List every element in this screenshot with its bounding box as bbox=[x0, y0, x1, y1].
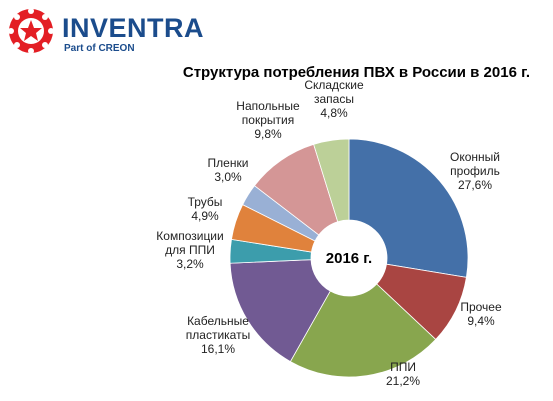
slice-value-label: 9,8% bbox=[254, 127, 282, 141]
slice-label: Напольные покрытия 9,8% bbox=[236, 99, 300, 141]
inventra-gear-icon bbox=[8, 8, 54, 54]
pie-slice bbox=[348, 138, 469, 278]
slice-label: Трубы 4,9% bbox=[188, 195, 223, 223]
pie-slice bbox=[313, 138, 350, 223]
slice-value-label: 16,1% bbox=[201, 342, 235, 356]
pie-slice bbox=[289, 283, 437, 378]
slice-name-label: Прочее bbox=[460, 300, 502, 314]
slice-label: Пленки 3,0% bbox=[208, 156, 249, 184]
brand-subtitle: Part of CREON bbox=[64, 43, 135, 54]
slice-name-label: ППИ bbox=[390, 360, 416, 374]
slice-name-label: пластикаты bbox=[186, 328, 250, 342]
slice-name-label: Кабельные bbox=[187, 314, 249, 328]
slice-label: Композиции для ППИ 3,2% bbox=[156, 229, 223, 271]
slice-label: ППИ 21,2% bbox=[386, 360, 420, 388]
slice-name-label: для ППИ bbox=[165, 243, 215, 257]
slice-name-label: Оконный bbox=[450, 150, 500, 164]
slice-label: Оконный профиль 27,6% bbox=[450, 150, 500, 192]
slice-name-label: Напольные bbox=[236, 99, 300, 113]
pie-slice bbox=[229, 259, 331, 363]
slice-value-label: 4,8% bbox=[320, 106, 348, 120]
slice-name-label: Пленки bbox=[208, 156, 249, 170]
inventra-logo: INVENTRA Part of CREON bbox=[6, 6, 206, 56]
chart-title: Структура потребления ПВХ в России в 201… bbox=[182, 64, 530, 81]
slice-value-label: 4,9% bbox=[191, 209, 219, 223]
slice-value-label: 3,2% bbox=[176, 257, 204, 271]
slice-name-label: Композиции bbox=[156, 229, 223, 243]
slice-name-label: покрытия bbox=[242, 113, 294, 127]
slice-name-label: профиль bbox=[450, 164, 500, 178]
slice-value-label: 9,4% bbox=[467, 314, 495, 328]
slice-value-label: 3,0% bbox=[214, 170, 242, 184]
slice-label: Складские запасы 4,8% bbox=[304, 78, 364, 120]
center-label: 2016 г. bbox=[326, 250, 372, 267]
slice-value-label: 21,2% bbox=[386, 374, 420, 388]
slice-label: Кабельные пластикаты 16,1% bbox=[186, 314, 250, 356]
slice-name-label: запасы bbox=[314, 92, 354, 106]
slice-name-label: Складские bbox=[304, 78, 364, 92]
slice-label: Прочее 9,4% bbox=[460, 300, 502, 328]
brand-name: INVENTRA bbox=[62, 13, 205, 43]
slice-value-label: 27,6% bbox=[458, 178, 492, 192]
slice-name-label: Трубы bbox=[188, 195, 223, 209]
